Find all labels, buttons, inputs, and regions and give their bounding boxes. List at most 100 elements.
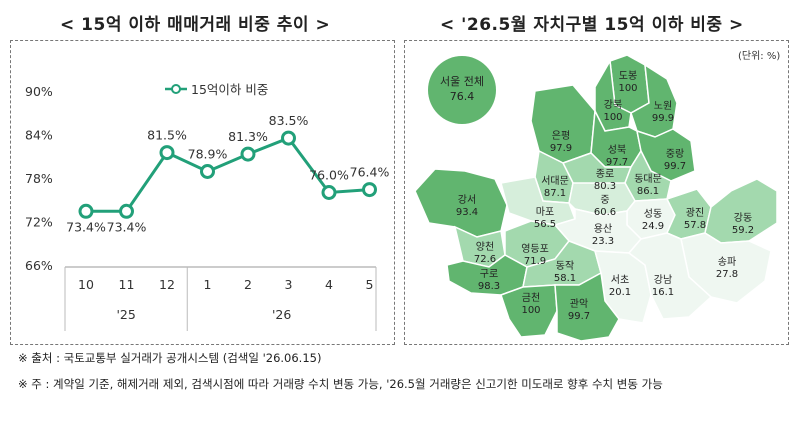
data-point <box>200 164 215 179</box>
district-name: 용산 <box>594 223 612 235</box>
district-value: 100 <box>618 83 637 94</box>
data-point <box>281 130 296 146</box>
district-value: 80.3 <box>594 181 616 192</box>
year-group-label: '25 <box>116 307 135 322</box>
source-note: ※ 출처 : 국토교통부 실거래가 공개시스템 (검색일 '26.06.15) <box>18 351 322 365</box>
y-tick-label: 72% <box>25 215 53 230</box>
district-value: 87.1 <box>544 188 566 199</box>
x-tick-label: 4 <box>325 277 333 292</box>
unit-label: (단위: %) <box>738 49 780 62</box>
chart-title: < 15억 이하 매매거래 비중 추이 > <box>60 15 331 35</box>
chart-legend: 15억이하 비중 <box>165 82 268 97</box>
data-label: 81.5% <box>147 128 187 143</box>
district-name: 종로 <box>596 168 614 180</box>
series-line <box>86 136 370 213</box>
district-name: 금천 <box>522 292 540 304</box>
district-area <box>554 271 620 342</box>
district-value: 59.2 <box>732 225 754 236</box>
remark-note: ※ 주 : 계약일 기준, 해제거래 제외, 검색시점에 따라 거래량 수치 변… <box>18 377 663 391</box>
district-name: 강동 <box>734 212 752 224</box>
data-label: 73.4% <box>66 219 106 234</box>
districts <box>414 54 778 342</box>
district-value: 16.1 <box>652 287 674 298</box>
district-name: 성북 <box>608 144 626 156</box>
district-name: 양천 <box>476 241 494 253</box>
data-point <box>78 203 94 219</box>
map-title: < '26.5월 자치구별 15억 이하 비중 > <box>440 15 744 35</box>
district-value: 58.1 <box>554 273 576 284</box>
seoul-district-map: (단위: %) 서울 전체 76.4 도봉100강북100노원99.9은평97.… <box>414 49 780 342</box>
district-name: 강서 <box>458 194 476 206</box>
data-point <box>159 145 175 161</box>
district-value: 27.8 <box>716 269 738 280</box>
data-label: 81.3% <box>228 129 268 144</box>
district-value: 99.9 <box>652 113 674 124</box>
district-value: 97.7 <box>606 157 628 168</box>
seoul-total-bubble <box>428 56 496 124</box>
district-value: 97.9 <box>550 143 572 154</box>
district-value: 99.7 <box>664 161 686 172</box>
line-chart-panel: 15억이하 비중 90% 84% 78% 72% 66% 10 11 12 1 2 3 4 5'25 '… <box>10 40 395 345</box>
district-name: 동대문 <box>634 173 662 185</box>
district-value: 99.7 <box>568 311 590 322</box>
district-name: 동작 <box>556 260 574 272</box>
district-name: 성동 <box>644 208 662 220</box>
data-label: 76.4% <box>350 165 390 180</box>
y-tick-label: 90% <box>25 84 53 99</box>
district-name: 구로 <box>480 269 498 280</box>
data-point <box>362 182 377 198</box>
district-value: 56.5 <box>534 219 556 230</box>
district-name: 영등포 <box>521 243 549 255</box>
district-name: 중 <box>600 194 609 206</box>
district-area <box>414 168 508 238</box>
legend-label: 15억이하 비중 <box>191 82 268 97</box>
y-tick-label: 84% <box>25 128 53 143</box>
x-tick-label: 2 <box>244 277 252 292</box>
district-value: 24.9 <box>642 221 664 232</box>
data-point <box>240 146 256 162</box>
line-chart: 15억이하 비중 90%84%78%72%66% 10 11 12 1 2 3 4 5'25 '… <box>25 82 390 331</box>
y-tick-label: 66% <box>25 258 53 273</box>
district-value: 71.9 <box>524 256 546 267</box>
seoul-total-label: 서울 전체 <box>440 75 484 88</box>
district-name: 관악 <box>570 298 588 310</box>
district-name: 광진 <box>686 207 704 219</box>
y-tick-label: 78% <box>25 171 53 186</box>
data-label: 83.5% <box>269 113 309 128</box>
district-name: 도봉 <box>619 70 637 82</box>
district-value: 100 <box>603 112 622 123</box>
data-label: 76.0% <box>309 168 349 183</box>
district-name: 마포 <box>536 206 554 218</box>
x-tick-label: 1 <box>204 277 212 292</box>
district-value: 20.1 <box>609 287 631 298</box>
district-value: 98.3 <box>478 281 500 292</box>
district-name: 중랑 <box>666 148 684 160</box>
data-point <box>321 185 337 200</box>
district-value: 86.1 <box>637 186 659 197</box>
x-tick-label: 3 <box>285 277 293 292</box>
year-group-label: '26 <box>272 307 291 322</box>
district-map-panel: (단위: %) 서울 전체 76.4 도봉 100 강북 100 노원 99.9 은평 97.… <box>404 40 789 345</box>
district-name: 서초 <box>611 274 629 286</box>
x-tick-label: 10 <box>78 277 94 292</box>
district-value: 23.3 <box>592 236 614 247</box>
x-tick-label: 12 <box>159 277 175 292</box>
district-name: 서대문 <box>541 175 569 187</box>
district-value: 72.6 <box>474 254 496 265</box>
data-label: 73.4% <box>107 219 147 234</box>
district-area <box>627 232 713 320</box>
district-value: 57.8 <box>684 220 706 231</box>
seoul-total-value: 76.4 <box>450 90 475 103</box>
x-tick-label: 5 <box>366 277 374 292</box>
district-name: 노원 <box>654 100 672 112</box>
district-area <box>500 284 558 338</box>
district-value: 93.4 <box>456 207 478 218</box>
data-point <box>119 203 134 219</box>
district-value: 100 <box>521 305 540 316</box>
district-name: 송파 <box>718 256 736 268</box>
district-name: 강북 <box>604 99 622 111</box>
x-tick-label: 11 <box>119 277 135 292</box>
data-label: 78.9% <box>188 147 228 162</box>
district-value: 60.6 <box>594 207 616 218</box>
